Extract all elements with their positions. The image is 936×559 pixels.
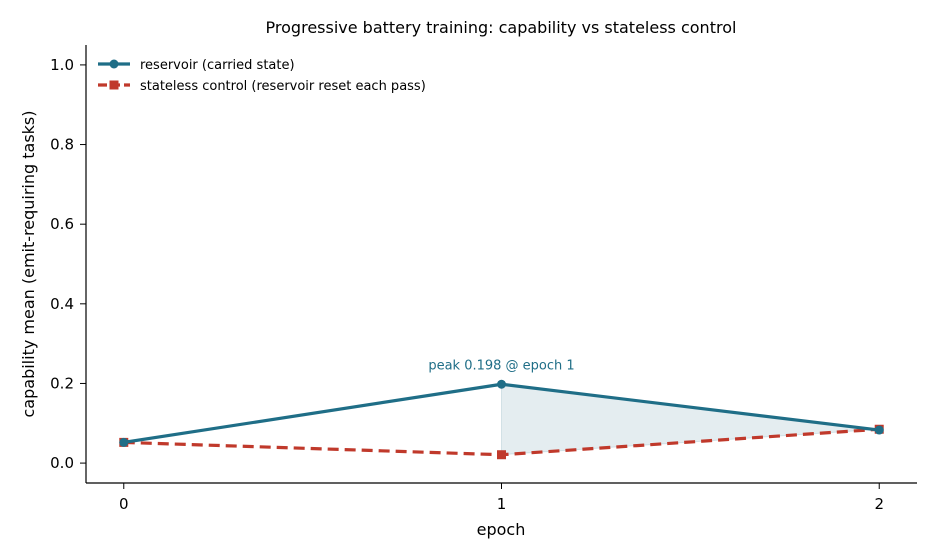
y-tick-label: 0.0 [50,454,74,472]
legend-marker-circle [109,59,119,69]
legend-marker-square [109,80,119,90]
x-axis-label: epoch [477,520,526,539]
data-point-stateless [497,450,506,460]
shaded-gap-region [501,383,880,456]
y-tick-label: 1.0 [50,56,74,74]
y-tick-label: 0.2 [50,374,74,392]
data-point-reservoir [874,425,884,435]
data-point-reservoir [119,437,129,447]
y-tick-label: 0.8 [50,136,74,154]
legend: reservoir (carried state) stateless contr… [98,58,426,94]
data-point-reservoir [497,379,506,389]
x-tick-label: 2 [874,495,884,513]
legend-entry-label: stateless control (reservoir reset each … [140,79,426,94]
peak-annotation: peak 0.198 @ epoch 1 [428,358,574,373]
plot-area: 0.0 0.2 0.4 0.6 0.8 1.0 0 1 2 peak 0.198 @ epoch … [50,45,917,513]
y-tick-label: 0.4 [50,295,74,313]
y-axis-label: capability mean (emit-requiring tasks) [19,111,38,418]
x-tick-label: 0 [119,495,129,513]
legend-entry-label: reservoir (carried state) [140,58,295,73]
chart-title: Progressive battery training: capability… [266,18,737,37]
x-tick-label: 1 [497,495,507,513]
y-tick-label: 0.6 [50,215,74,233]
